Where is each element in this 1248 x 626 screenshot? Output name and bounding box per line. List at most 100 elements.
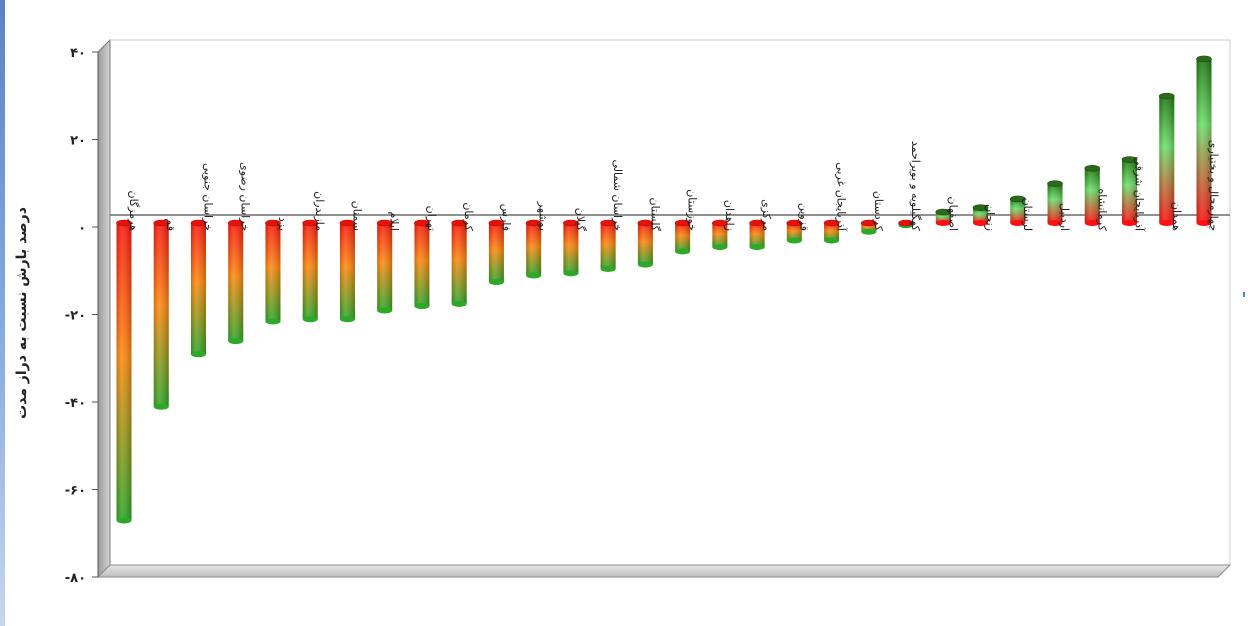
bar-bottom-cap [1010,220,1026,226]
bar-top-cap [1047,180,1063,187]
bar-top-cap [749,219,765,227]
bar-bottom-cap [563,270,579,277]
y-tick-label: ۰ [78,221,86,236]
bar [600,219,616,272]
bar-shading [228,223,244,342]
bar-top-cap [786,219,803,227]
y-ticks: ۴۰ ۲۰ ۰ -۲۰ -۴۰ -۶۰ -۸۰ [65,46,98,586]
category-label: اصفهان [946,197,959,231]
category-label: هرمزگان [127,191,140,232]
category-label: گلستان [648,198,661,232]
bar-bottom-cap [488,279,504,286]
category-label: فارس [499,204,512,231]
category-label: خراسان جنوبی [201,163,214,231]
bar-bottom-cap [302,316,318,323]
bar-top-cap [227,219,244,227]
bar-shading [1159,96,1175,223]
bar [861,219,877,235]
bar [674,219,691,255]
bar-bottom-cap [935,220,951,226]
bar-shading [1122,159,1138,223]
bar [1084,165,1101,226]
bar-top-cap [674,219,691,227]
bar-top-cap [190,219,207,227]
bar-bottom-cap [861,228,877,235]
bar-shading [1047,183,1063,223]
bars [116,55,1212,524]
category-label: چهارمحال و بختیاری [1207,140,1220,231]
category-label: زنجان [984,204,997,231]
bar-shading [451,223,467,304]
category-label: بوشهر [537,201,550,231]
bar-bottom-cap [600,265,616,272]
bar-top-cap [376,219,393,227]
y-tick-label: ۲۰ [70,134,86,149]
bar-shading [377,223,393,311]
bar [972,204,989,226]
category-label: لرستان [1021,198,1034,231]
bar [302,219,319,323]
category-label: گیلان [574,208,587,232]
bar-top-cap [935,208,952,216]
bar-bottom-cap [451,300,467,307]
category-label: ایلام [388,212,401,232]
floor [96,564,1232,578]
bar [451,219,467,307]
bar-bottom-cap [637,261,653,268]
category-label: قم [164,218,177,231]
bar-shading [563,223,579,274]
bar-bottom-cap [1047,220,1063,226]
bar-shading [339,223,355,320]
bar-shading [935,212,951,223]
bar-top-cap [1158,92,1175,100]
bar-bottom-cap [377,307,393,314]
bar-top-cap [1196,55,1212,63]
category-label: خراسان شمالی [611,159,624,231]
bar [1009,195,1026,226]
category-label: کرمانشاه [1095,188,1108,231]
bar-top-cap [116,219,132,227]
bar-bottom-cap [824,237,840,244]
bar [749,219,765,251]
bar-shading [1084,168,1100,223]
y-axis-title: درصد بارش نسبت به دراز مدت [14,207,30,419]
bar [227,219,244,345]
category-label: سمنان [350,201,363,231]
category-label: مرکزی [760,199,773,231]
category-label: همدان [1170,202,1183,231]
bar-shading [265,223,281,322]
bar [376,219,393,314]
bar [1196,55,1212,226]
bar [637,219,654,268]
bar-top-cap [600,219,616,227]
bar-shading [786,223,802,241]
bar-bottom-cap [153,403,169,410]
category-label: تهران [425,206,438,231]
category-label: آذربایجان شرقی [1133,157,1147,232]
bar-top-cap [1084,165,1101,172]
bar [1121,156,1138,226]
bar-bottom-cap [265,318,281,325]
y-tick-label: -۴۰ [65,396,86,411]
bar [1158,92,1175,226]
category-label: خوزستان [686,189,699,231]
bar [1047,180,1063,226]
category-label: کهگیلویه و بویراحمد [909,141,922,232]
bar [116,219,132,524]
bar-top-cap [302,219,319,227]
bar-top-cap [488,219,505,227]
bar-bottom-cap [749,244,765,251]
bar-bottom-cap [712,244,728,251]
bar [786,219,803,244]
y-tick-label: -۸۰ [65,571,86,586]
bar [935,208,952,226]
bar [190,219,207,358]
bar-shading [675,223,691,252]
bar-top-cap [898,219,914,227]
bar-top-cap [563,219,579,227]
bar [823,219,840,244]
bar-top-cap [1121,156,1138,163]
bar-top-cap [637,219,654,227]
edge-marker [1243,292,1245,297]
